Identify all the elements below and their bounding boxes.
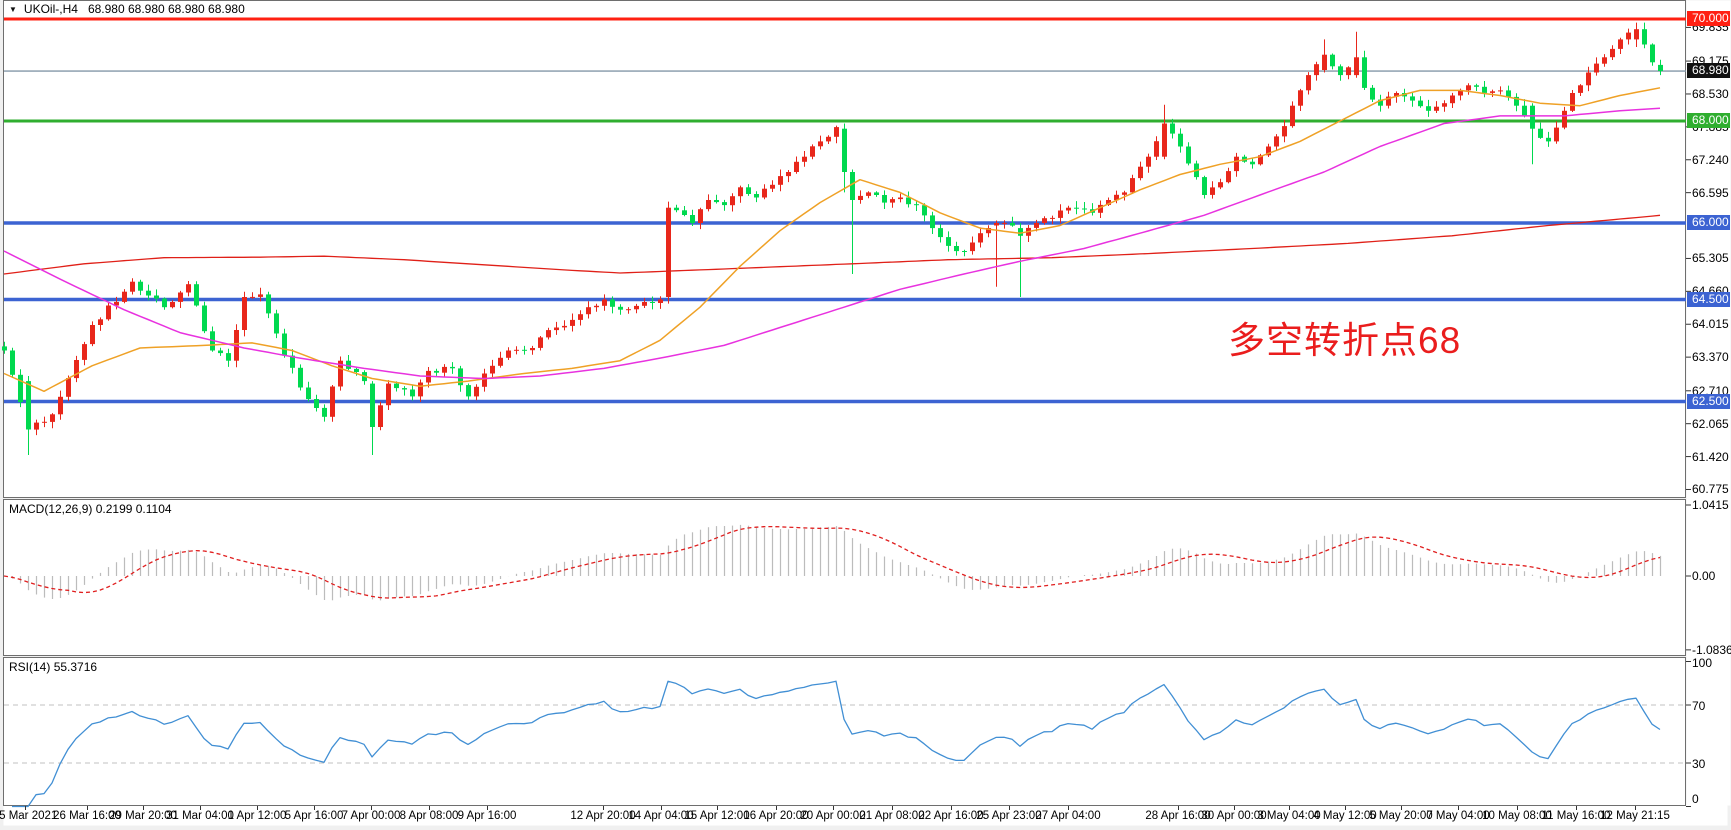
time-axis[interactable] (4, 806, 1727, 826)
rsi-panel-area[interactable] (4, 658, 1686, 805)
chart-dropdown-icon[interactable]: ▼ (9, 4, 17, 14)
chart-text-annotation[interactable]: 多空转折点68 (1228, 320, 1462, 361)
macd-panel-area[interactable] (4, 500, 1686, 655)
main-chart-plot-area[interactable] (4, 1, 1686, 497)
price-axis[interactable] (1687, 1, 1731, 805)
